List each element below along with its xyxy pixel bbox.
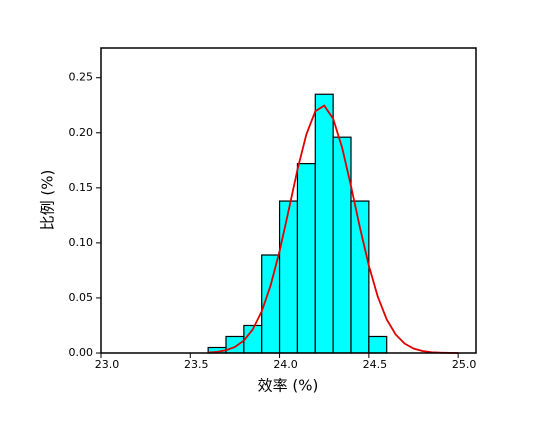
bar (278, 200, 299, 354)
x-tick-label: 23.0 (95, 358, 120, 371)
x-tick-label: 25.0 (452, 358, 477, 371)
y-tick-label: 0.10 (69, 236, 94, 249)
x-tick-label: 23.5 (184, 358, 209, 371)
x-axis-title: 效率 (%) (258, 377, 319, 395)
y-tick-label: 0.15 (69, 181, 94, 194)
y-tick-label: 0.20 (69, 126, 94, 139)
bar (368, 335, 388, 354)
bar (314, 93, 334, 354)
bar (296, 163, 316, 354)
x-tick-label: 24.0 (273, 358, 298, 371)
y-tick-label: 0.05 (69, 291, 94, 304)
bar (225, 335, 245, 354)
y-tick-label: 0.25 (69, 71, 94, 84)
bar (332, 136, 352, 354)
x-tick-label: 24.5 (363, 358, 388, 371)
y-axis-title: 比例 (%) (39, 170, 57, 231)
fit-curve (208, 104, 459, 354)
y-tick-label: 0.00 (69, 346, 94, 359)
plot-frame (100, 47, 477, 354)
